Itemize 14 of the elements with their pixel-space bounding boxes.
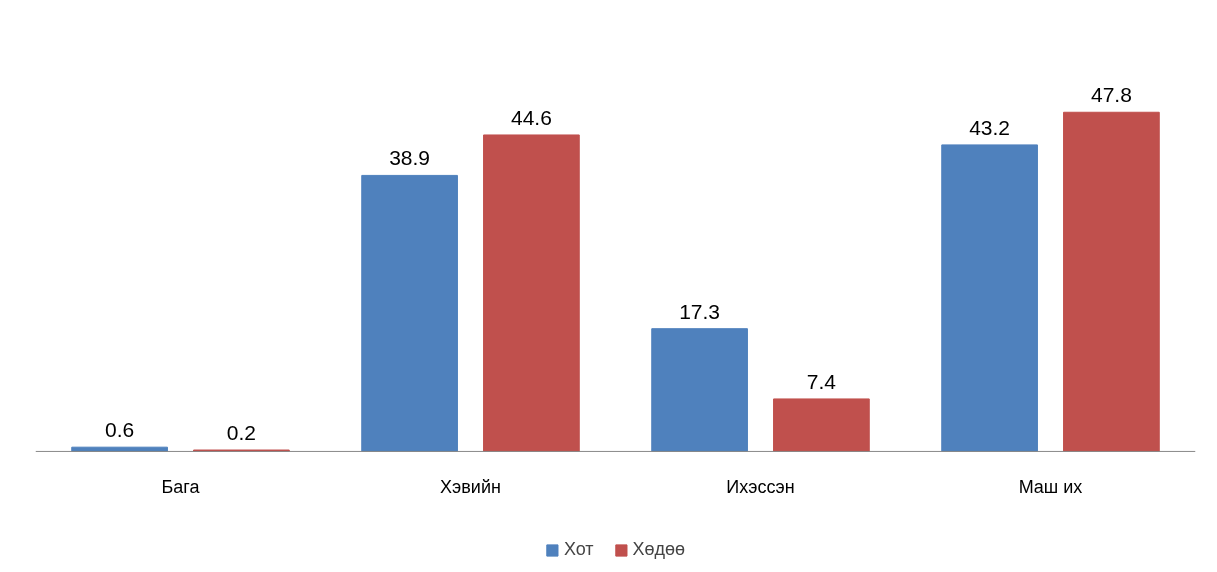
data-label: 38.9: [389, 146, 431, 170]
legend-label: Хөдөө: [632, 539, 686, 560]
x-tick-label: Маш их: [1018, 477, 1083, 498]
data-label: 44.6: [510, 105, 552, 129]
legend-label: Хот: [563, 539, 594, 560]
data-label: 47.8: [1090, 83, 1132, 107]
x-tick-label: Бага: [161, 477, 201, 498]
data-label: 0.6: [105, 418, 135, 442]
x-tick-label: Хэвийн: [440, 477, 501, 498]
data-label: 7.4: [806, 369, 837, 393]
data-label: 43.2: [969, 115, 1011, 139]
data-label: 0.2: [226, 421, 257, 445]
x-tick-label: Ихэссэн: [726, 477, 795, 498]
data-label: 17.3: [679, 299, 721, 323]
